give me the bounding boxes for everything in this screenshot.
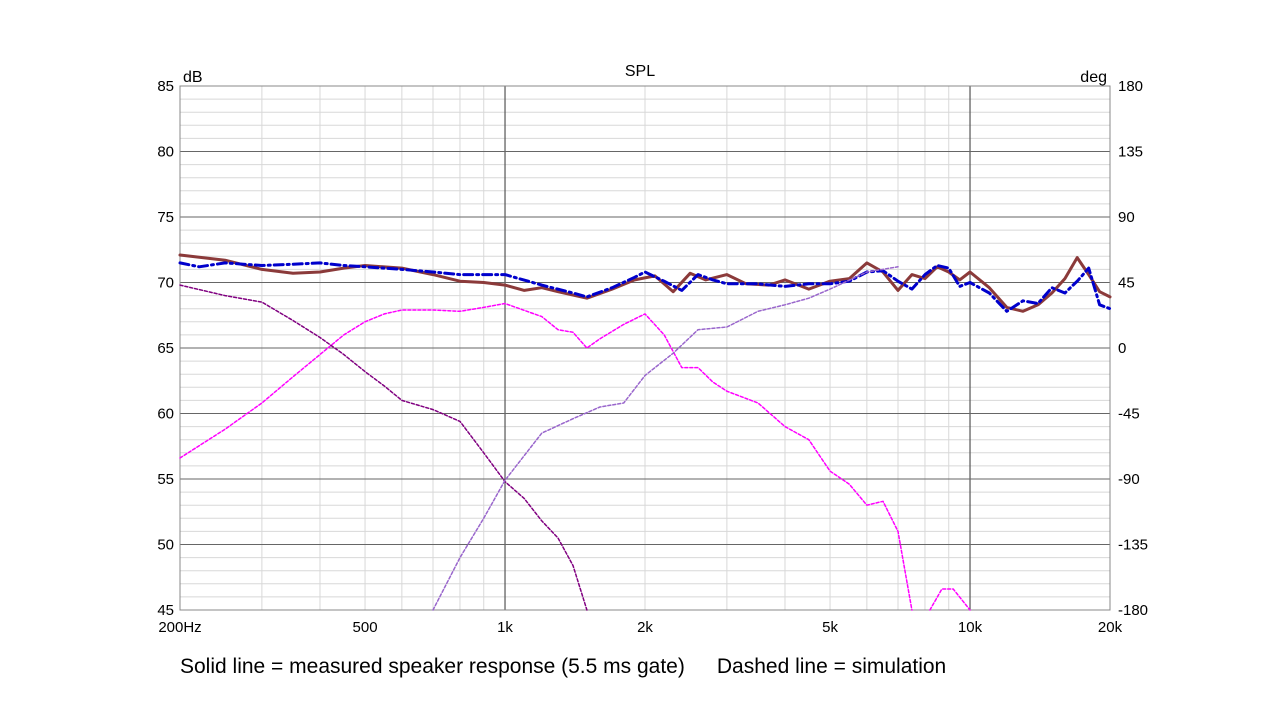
x-tick-label: 5k — [822, 619, 838, 636]
spl-chart: 85 80 75 70 65 60 55 50 45 180 135 90 45 0 -45 -90 -135… — [157, 63, 1148, 636]
y-tick-right-label: 90 — [1118, 209, 1135, 226]
y-tick-left-label: 45 — [157, 602, 174, 619]
series-line-6 — [432, 266, 899, 611]
y-tick-right-label: -45 — [1118, 406, 1140, 423]
y-tick-left-label: 75 — [157, 209, 174, 226]
series-line-5 — [179, 284, 588, 611]
series-line-4 — [929, 588, 971, 611]
y-tick-left-label: 65 — [157, 340, 174, 357]
y-tick-left-label: 50 — [157, 537, 174, 554]
y-axis-left-label: dB — [183, 69, 203, 86]
y-tick-right-label: -90 — [1118, 471, 1140, 488]
chart-caption: Solid line = measured speaker response (… — [180, 655, 946, 679]
x-tick-label: 200Hz — [158, 619, 201, 636]
y-axis-left-ticks: 85 80 75 70 65 60 55 50 45 — [157, 78, 174, 619]
y-tick-right-label: 45 — [1118, 275, 1135, 292]
caption-solid-line: Solid line = measured speaker response (… — [180, 655, 685, 678]
y-tick-right-label: 180 — [1118, 78, 1143, 95]
x-tick-label: 2k — [637, 619, 653, 636]
y-tick-left-label: 85 — [157, 78, 174, 95]
series-line-3 — [179, 302, 913, 611]
caption-dashed-line: Dashed line = simulation — [716, 655, 947, 678]
y-tick-right-label: -135 — [1118, 537, 1148, 554]
series-layer — [178, 253, 1112, 611]
y-tick-right-label: -180 — [1118, 602, 1148, 619]
x-axis-ticks: 200Hz 500 1k 2k 5k 10k 20k — [158, 619, 1122, 636]
y-tick-left-label: 55 — [157, 471, 174, 488]
series-line-2 — [178, 261, 1112, 313]
y-axis-right-label: deg — [1080, 69, 1107, 86]
chart-title: SPL — [625, 63, 655, 80]
x-tick-label: 20k — [1098, 619, 1123, 636]
x-tick-label: 500 — [353, 619, 378, 636]
series-line-1 — [178, 253, 1112, 313]
y-axis-right-ticks: 180 135 90 45 0 -45 -90 -135 -180 — [1118, 78, 1148, 619]
x-tick-label: 10k — [958, 619, 983, 636]
y-tick-left-label: 60 — [157, 406, 174, 423]
y-tick-left-label: 70 — [157, 275, 174, 292]
y-tick-left-label: 80 — [157, 144, 174, 161]
y-tick-right-label: 0 — [1118, 340, 1126, 357]
plot-frame — [179, 85, 1111, 611]
y-tick-right-label: 135 — [1118, 144, 1143, 161]
x-tick-label: 1k — [497, 619, 513, 636]
